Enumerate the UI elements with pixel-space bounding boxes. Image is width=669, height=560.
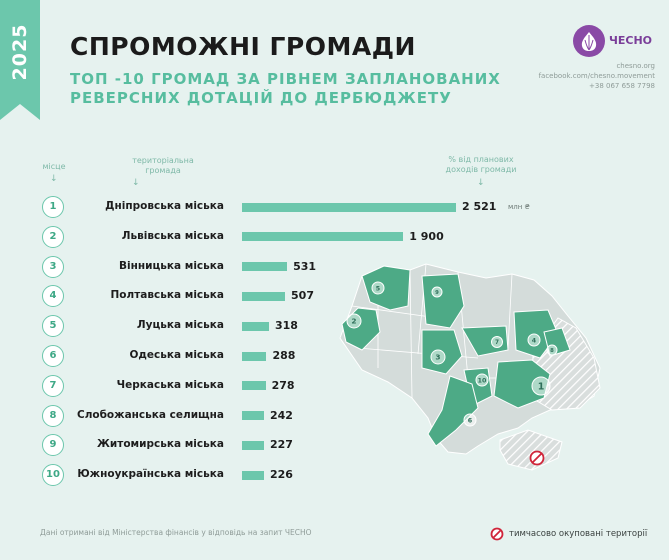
- chesno-logo-icon: [573, 25, 605, 57]
- region-zhytomyr: [421, 273, 465, 329]
- map-marker-label: 4: [532, 337, 537, 344]
- community-name: Южноукраїнська міська: [77, 468, 224, 481]
- community-name: Черкаська міська: [116, 378, 224, 391]
- page-title: СПРОМОЖНІ ГРОМАДИ: [70, 32, 416, 61]
- value-label: 318: [274, 319, 298, 333]
- year-label: 2025: [9, 23, 31, 81]
- contacts: chesno.org facebook.com/chesno.movement …: [539, 61, 655, 91]
- value-bar: [242, 262, 288, 272]
- percent-header-line-1: % від планових: [448, 155, 514, 164]
- region-rivne-volyn: [361, 265, 411, 311]
- map-markers: 1 2 3 4 5 6 7 8 9 10: [346, 281, 558, 427]
- map-marker-label: 2: [351, 317, 356, 326]
- region-odesa: [427, 375, 479, 447]
- map-marker: [431, 286, 443, 298]
- source-note: Дані отримані від Міністерства фінансів …: [40, 528, 312, 537]
- occupied-map-icon: [529, 450, 545, 466]
- year-tab: 2025: [0, 0, 40, 120]
- occupied-legend-icon: [490, 526, 504, 545]
- community-name: Одеська міська: [129, 349, 224, 361]
- map-marker-label: 9: [435, 290, 439, 296]
- value-label: 278: [271, 378, 295, 392]
- value-label: 507: [291, 289, 314, 303]
- region-cherkasy: [461, 325, 509, 357]
- rank-badge: 1: [42, 196, 64, 218]
- community-name: Слобожанська селищна: [76, 408, 224, 421]
- map-marker-label: 1: [538, 381, 545, 392]
- subtitle-line-2: РЕВЕРСНИХ ДОТАЦІЙ ДО ДЕРБЮДЖЕТУ: [70, 89, 452, 107]
- logo-text: ЧЕСНО: [609, 34, 653, 47]
- rank-badge: 5: [42, 315, 64, 338]
- map-marker-label: 3: [435, 353, 440, 362]
- community-name: Львівська міська: [121, 229, 224, 242]
- map-marker: [527, 333, 541, 347]
- map-marker: [346, 313, 362, 329]
- value-bar: [242, 470, 264, 480]
- value-bar: [242, 291, 286, 301]
- map-marker-label: 10: [478, 377, 487, 384]
- value-label: 2 521: [462, 200, 497, 213]
- value-label: 288: [272, 349, 296, 362]
- rank-badge: 9: [42, 434, 64, 457]
- map-marker-label: 5: [376, 285, 380, 292]
- rank-badge: 2: [42, 225, 64, 248]
- map-marker: [531, 376, 551, 396]
- value-bar: [242, 351, 267, 361]
- region-dnipro: [493, 359, 551, 409]
- map-marker: [371, 281, 385, 295]
- percent-header-arrow-icon: ↓: [477, 178, 485, 188]
- community-header: територіальна громада: [126, 156, 200, 176]
- rank-header-arrow-icon: ↓: [50, 174, 58, 184]
- rank-badge: 8: [42, 404, 64, 427]
- community-name: Вінницька міська: [118, 259, 224, 272]
- occupied-legend-label: тимчасово окуповані території: [509, 529, 648, 539]
- value-bar: [242, 202, 456, 212]
- value-label: 226: [270, 468, 293, 482]
- map-marker-label: 7: [495, 340, 499, 346]
- rank-badge: 7: [42, 374, 64, 397]
- map-marker: [546, 344, 558, 356]
- value-bar: [242, 321, 269, 331]
- percent-header-line-2: доходів громади: [445, 165, 517, 174]
- map-marker: [491, 336, 503, 348]
- rank-header: місце: [42, 162, 66, 171]
- phone-number: +38 067 658 7798: [589, 82, 655, 90]
- community-name: Житомирська міська: [97, 438, 224, 451]
- rank-badge: 10: [42, 464, 64, 487]
- value-label: 227: [270, 438, 293, 452]
- community-name: Дніпровська міська: [105, 200, 224, 212]
- ukraine-map: 1 2 3 4 5 6 7 8 9 10: [318, 258, 618, 492]
- rank-badge: 4: [42, 285, 64, 308]
- community-header-arrow-icon: ↓: [132, 178, 140, 188]
- map-marker-label: 6: [468, 417, 473, 424]
- website-link[interactable]: chesno.org: [616, 62, 655, 70]
- community-header-line-2: громада: [145, 166, 181, 175]
- value-bar: [242, 381, 266, 391]
- community-name: Луцька міська: [136, 319, 224, 332]
- community-header-line-1: територіальна: [132, 156, 194, 165]
- facebook-link[interactable]: facebook.com/chesno.movement: [538, 72, 655, 80]
- value-bar: [242, 440, 264, 450]
- value-bar: [242, 232, 404, 242]
- rank-badge: 6: [42, 345, 64, 367]
- subtitle-line-1: ТОП -10 ГРОМАД ЗА РІВНЕМ ЗАПЛАНОВАНИХ: [70, 70, 501, 88]
- map-marker: [430, 349, 446, 365]
- value-label: 531: [293, 259, 317, 273]
- value-label: 242: [270, 408, 293, 422]
- community-name: Полтавська міська: [110, 289, 225, 302]
- value-unit: млн ₴: [508, 203, 530, 211]
- map-marker: [475, 373, 489, 387]
- rank-badge: 3: [42, 255, 64, 278]
- value-label: 1 900: [409, 229, 444, 243]
- value-bar: [242, 411, 264, 421]
- map-marker: [463, 413, 477, 427]
- page-subtitle: ТОП -10 ГРОМАД ЗА РІВНЕМ ЗАПЛАНОВАНИХ РЕ…: [70, 70, 501, 108]
- percent-header: % від планових доходів громади: [436, 155, 526, 175]
- map-marker-label: 8: [550, 348, 554, 354]
